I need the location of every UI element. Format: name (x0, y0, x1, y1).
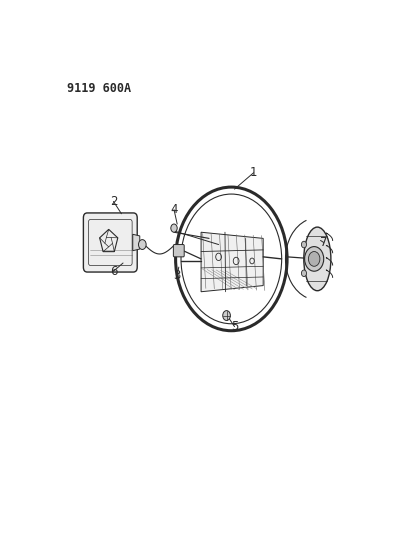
Circle shape (223, 311, 231, 320)
Text: 6: 6 (110, 265, 117, 278)
Text: 5: 5 (231, 320, 238, 333)
Circle shape (171, 224, 177, 232)
Circle shape (139, 240, 146, 249)
Circle shape (308, 252, 320, 266)
Text: 7: 7 (320, 236, 328, 249)
Polygon shape (133, 235, 140, 251)
Polygon shape (201, 232, 263, 292)
Text: 4: 4 (170, 203, 178, 216)
Text: 9119 600A: 9119 600A (67, 83, 132, 95)
FancyBboxPatch shape (173, 245, 184, 257)
Text: 1: 1 (250, 166, 257, 179)
Text: 2: 2 (110, 195, 117, 208)
Ellipse shape (304, 227, 331, 290)
Circle shape (305, 247, 324, 271)
Text: 3: 3 (173, 269, 181, 282)
Circle shape (301, 270, 307, 277)
FancyBboxPatch shape (83, 213, 137, 272)
Circle shape (301, 241, 307, 248)
